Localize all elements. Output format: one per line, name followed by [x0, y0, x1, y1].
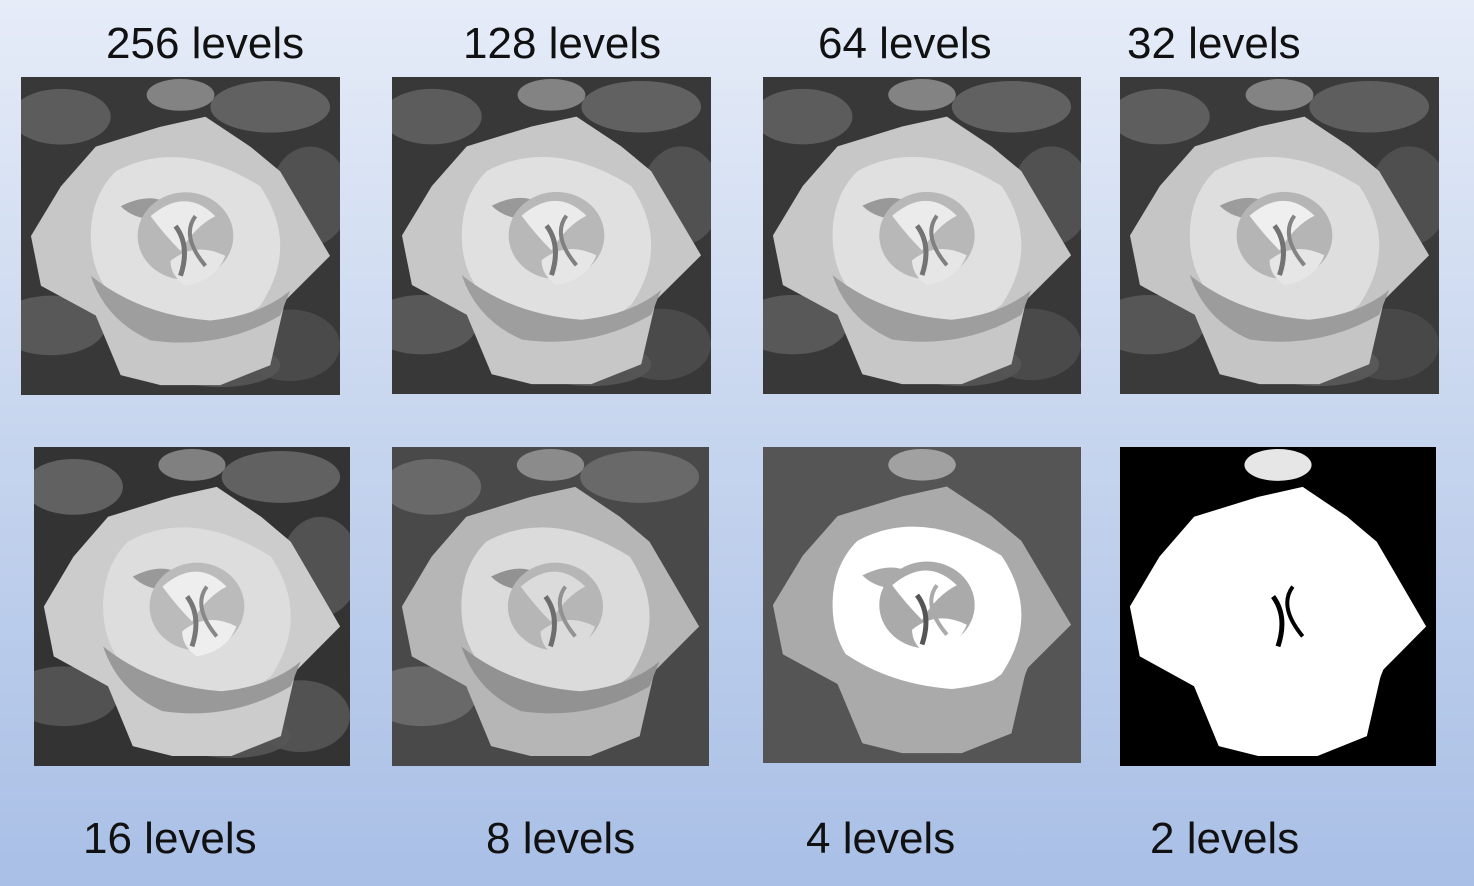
panel-label-256: 256 levels: [106, 19, 305, 68]
rose-image-128-levels: [392, 77, 711, 394]
rose-image-4-levels: [763, 447, 1081, 763]
panel-label-4: 4 levels: [806, 814, 956, 863]
panel-label-8: 8 levels: [486, 814, 636, 863]
panel-label-128: 128 levels: [463, 19, 662, 68]
rose-image-64-levels: [763, 77, 1081, 394]
panel-label-16: 16 levels: [83, 814, 257, 863]
panel-label-2: 2 levels: [1150, 814, 1300, 863]
panel-label-64: 64 levels: [818, 19, 992, 68]
rose-image-8-levels: [392, 447, 709, 766]
rose-image-2-levels: [1120, 447, 1436, 766]
panel-label-32: 32 levels: [1127, 19, 1301, 68]
rose-image-256-levels: [21, 77, 340, 395]
rose-image-32-levels: [1120, 77, 1439, 394]
rose-image-16-levels: [34, 447, 350, 766]
